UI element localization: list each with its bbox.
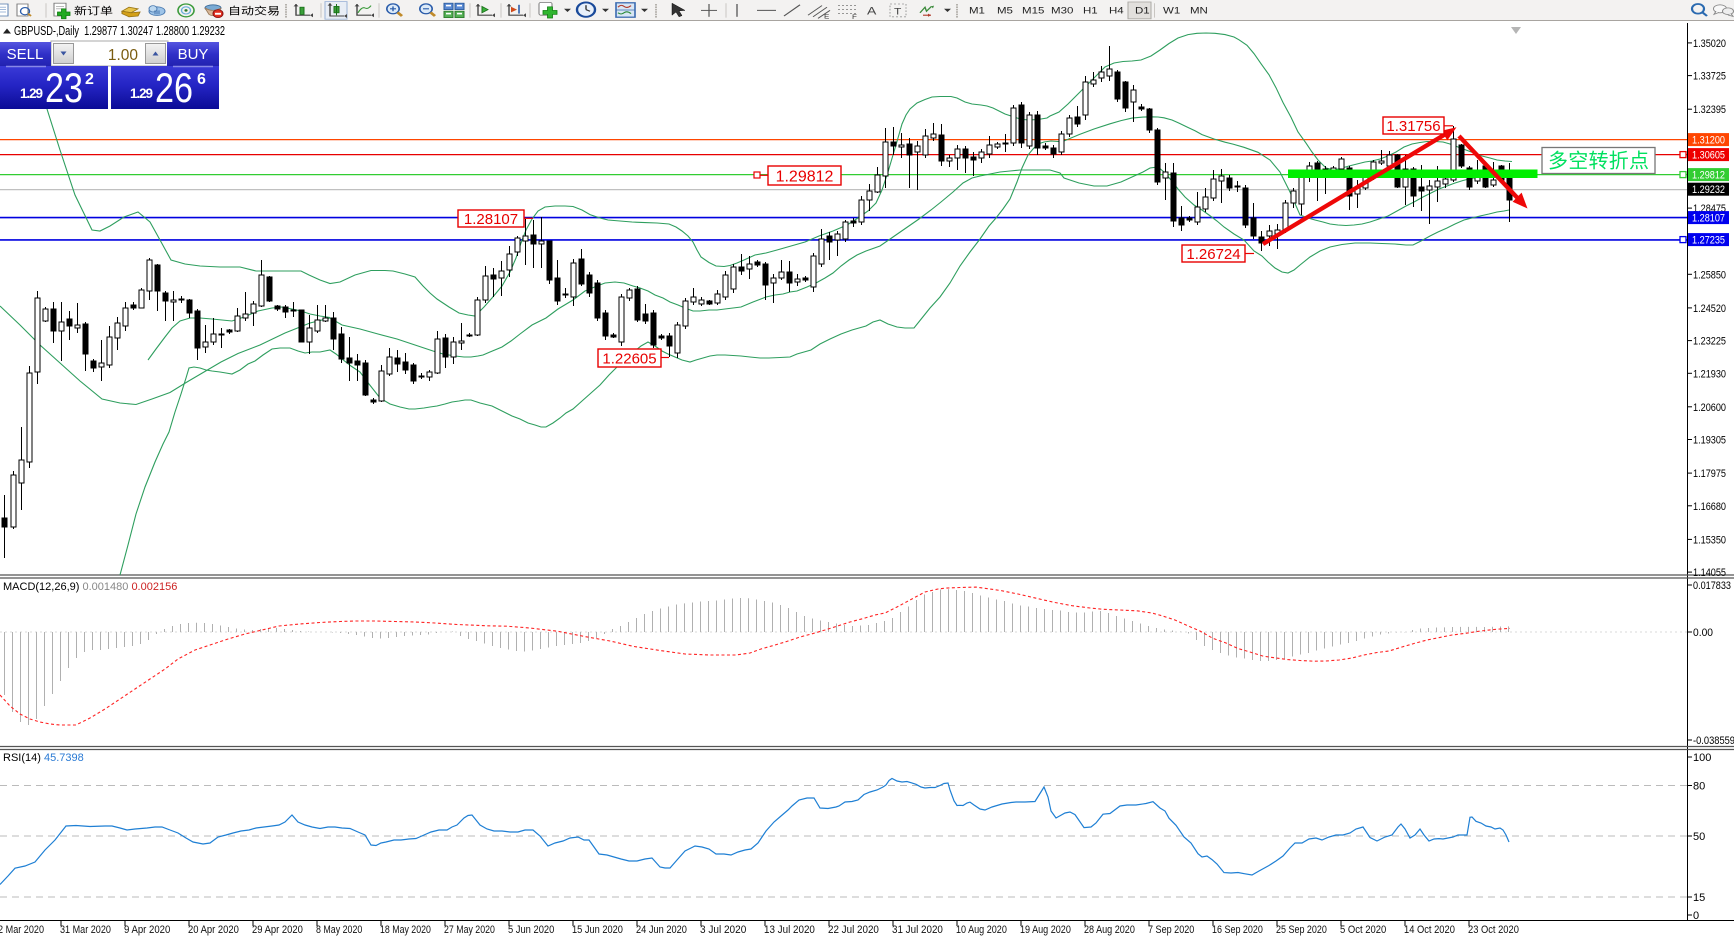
svg-text:15 Jun 2020: 15 Jun 2020 <box>572 924 623 936</box>
svg-text:SELL: SELL <box>7 46 44 63</box>
svg-text:8 May 2020: 8 May 2020 <box>316 924 362 936</box>
svg-text:H1: H1 <box>1083 7 1098 17</box>
svg-text:新订单: 新订单 <box>74 5 113 17</box>
svg-text:1.28107: 1.28107 <box>1692 213 1725 225</box>
svg-text:9 Apr 2020: 9 Apr 2020 <box>124 924 170 936</box>
svg-text:1.35020: 1.35020 <box>1693 38 1726 50</box>
svg-text:M5: M5 <box>997 7 1013 17</box>
svg-text:1.24520: 1.24520 <box>1693 303 1726 315</box>
svg-text:0.00: 0.00 <box>1693 627 1713 639</box>
svg-text:1.29812: 1.29812 <box>776 168 834 185</box>
svg-text:1.14055: 1.14055 <box>1693 567 1726 579</box>
svg-text:0.017833: 0.017833 <box>1693 580 1731 592</box>
svg-text:MACD(12,26,9) 0.001480 0.00215: MACD(12,26,9) 0.001480 0.002156 <box>3 581 177 593</box>
svg-text:1.25850: 1.25850 <box>1693 269 1726 281</box>
svg-text:0: 0 <box>1693 910 1699 922</box>
svg-text:1.29232: 1.29232 <box>1692 184 1725 196</box>
svg-text:D1: D1 <box>1135 7 1150 17</box>
svg-text:W1: W1 <box>1163 7 1180 17</box>
svg-text:1.15350: 1.15350 <box>1693 534 1726 546</box>
svg-text:M15: M15 <box>1022 7 1045 17</box>
svg-text:24 Jun 2020: 24 Jun 2020 <box>636 924 687 936</box>
svg-text:M30: M30 <box>1051 7 1074 17</box>
svg-text:1.32395: 1.32395 <box>1693 104 1726 116</box>
svg-text:多空转折点: 多空转折点 <box>1548 150 1649 173</box>
svg-text:100: 100 <box>1693 752 1711 764</box>
svg-text:1.17975: 1.17975 <box>1693 468 1726 480</box>
svg-text:1.20600: 1.20600 <box>1693 402 1726 414</box>
svg-text:5 Oct 2020: 5 Oct 2020 <box>1340 924 1386 936</box>
svg-text:H4: H4 <box>1109 7 1124 17</box>
svg-text:20 Apr 2020: 20 Apr 2020 <box>188 924 239 936</box>
svg-text:5 Jun 2020: 5 Jun 2020 <box>508 924 554 936</box>
svg-text:MN: MN <box>1190 7 1208 17</box>
svg-text:29 Apr 2020: 29 Apr 2020 <box>252 924 303 936</box>
svg-text:25 Sep 2020: 25 Sep 2020 <box>1276 924 1327 936</box>
svg-text:23 Oct 2020: 23 Oct 2020 <box>1468 924 1519 936</box>
svg-text:-0.038559: -0.038559 <box>1693 735 1734 747</box>
svg-text:1.23225: 1.23225 <box>1693 336 1726 348</box>
svg-text:A: A <box>867 5 877 17</box>
svg-text:1.00: 1.00 <box>108 47 139 64</box>
svg-text:E: E <box>824 12 830 20</box>
svg-text:1.29812: 1.29812 <box>1692 170 1725 182</box>
svg-text:10 Aug 2020: 10 Aug 2020 <box>956 924 1007 936</box>
svg-text:GBPUSD-,Daily 1.29877 1.30247: GBPUSD-,Daily 1.29877 1.30247 1.28800 1.… <box>14 24 225 38</box>
svg-text:14 Oct 2020: 14 Oct 2020 <box>1404 924 1455 936</box>
svg-text:13 Jul 2020: 13 Jul 2020 <box>764 924 815 936</box>
svg-text:1.16680: 1.16680 <box>1693 501 1726 513</box>
svg-text:80: 80 <box>1693 781 1705 793</box>
svg-text:1.21930: 1.21930 <box>1693 368 1726 380</box>
svg-text:1.28107: 1.28107 <box>464 211 518 228</box>
svg-text:1.31200: 1.31200 <box>1692 135 1725 147</box>
svg-text:22 Jul 2020: 22 Jul 2020 <box>828 924 879 936</box>
svg-text:3 Jul 2020: 3 Jul 2020 <box>700 924 746 936</box>
svg-text:26: 26 <box>155 64 193 111</box>
svg-text:31 Jul 2020: 31 Jul 2020 <box>892 924 943 936</box>
svg-text:F: F <box>852 13 858 21</box>
svg-text:12 Mar 2020: 12 Mar 2020 <box>0 924 44 936</box>
svg-text:28 Aug 2020: 28 Aug 2020 <box>1084 924 1135 936</box>
svg-text:T: T <box>894 6 902 17</box>
svg-text:1.33725: 1.33725 <box>1693 71 1726 83</box>
svg-text:1.29: 1.29 <box>130 86 153 101</box>
svg-text:1.29: 1.29 <box>20 86 43 101</box>
svg-text:BUY: BUY <box>178 46 209 63</box>
svg-text:6: 6 <box>197 71 206 88</box>
svg-text:18 May 2020: 18 May 2020 <box>380 924 431 936</box>
svg-text:16 Sep 2020: 16 Sep 2020 <box>1212 924 1263 936</box>
svg-text:15: 15 <box>1693 892 1705 904</box>
svg-text:2: 2 <box>85 71 94 88</box>
svg-text:19 Aug 2020: 19 Aug 2020 <box>1020 924 1071 936</box>
svg-text:M1: M1 <box>969 7 985 17</box>
svg-text:27 May 2020: 27 May 2020 <box>444 924 495 936</box>
svg-text:1.19305: 1.19305 <box>1693 435 1726 447</box>
svg-text:自动交易: 自动交易 <box>228 5 280 17</box>
svg-text:23: 23 <box>45 64 83 111</box>
svg-text:1.27235: 1.27235 <box>1692 235 1725 247</box>
svg-text:RSI(14) 45.7398: RSI(14) 45.7398 <box>3 752 84 764</box>
svg-text:1.26724: 1.26724 <box>1186 246 1240 263</box>
svg-text:7 Sep 2020: 7 Sep 2020 <box>1148 924 1194 936</box>
svg-text:50: 50 <box>1693 831 1705 843</box>
svg-text:31 Mar 2020: 31 Mar 2020 <box>60 924 111 936</box>
svg-text:1.30605: 1.30605 <box>1692 150 1725 162</box>
svg-text:1.31756: 1.31756 <box>1386 118 1440 135</box>
svg-text:1.22605: 1.22605 <box>602 350 656 367</box>
